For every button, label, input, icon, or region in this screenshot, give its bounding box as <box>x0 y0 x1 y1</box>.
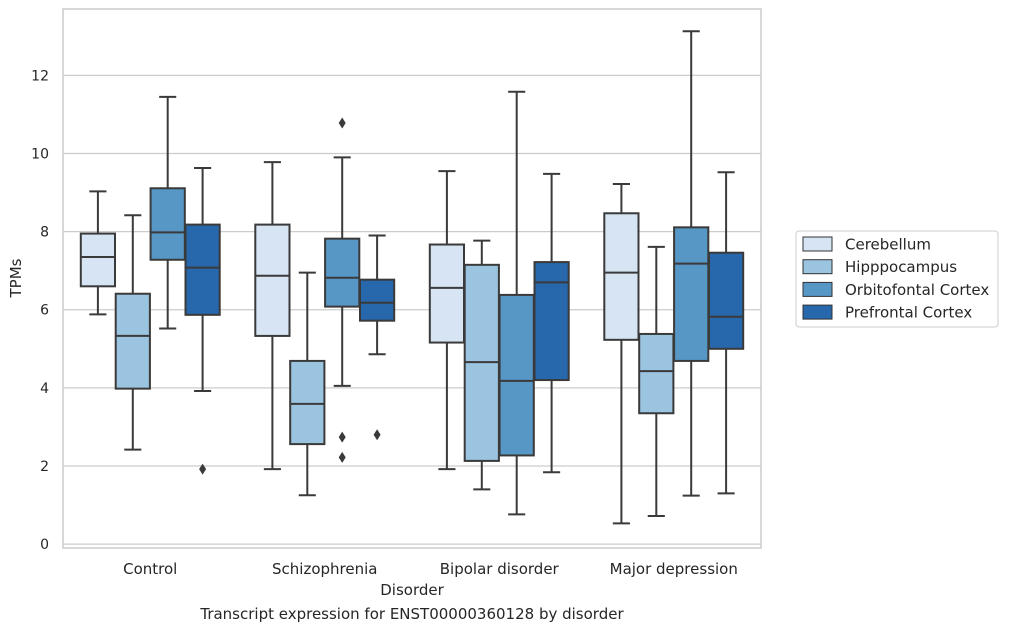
box-prefrontal-cortex <box>184 166 221 475</box>
box-prefrontal-cortex <box>358 234 396 441</box>
box-cerebellum <box>428 170 466 471</box>
x-tick-label: Schizophrenia <box>272 560 377 578</box>
y-tick-label: 2 <box>40 459 49 475</box>
outlier-point <box>338 431 346 443</box>
x-tick-label: Major depression <box>610 560 738 578</box>
y-tick-label: 4 <box>40 381 49 397</box>
y-tick-label: 0 <box>40 537 49 553</box>
box-prefrontal-cortex <box>533 172 570 474</box>
box-body <box>184 223 221 316</box>
legend-label: Cerebellum <box>845 236 931 254</box>
box-hipppocampus <box>114 214 151 451</box>
x-axis-label: Disorder <box>380 581 444 599</box>
box-body <box>638 332 675 415</box>
box-body <box>254 223 291 337</box>
box-orbitofontal-cortex <box>498 90 535 516</box>
legend-frame <box>795 230 999 328</box>
x-tick-label: Control <box>123 560 177 578</box>
box-body <box>149 187 186 261</box>
y-tick-label: 12 <box>31 68 49 84</box>
box-prefrontal-cortex <box>707 171 745 495</box>
box-body <box>289 359 326 446</box>
box-hipppocampus <box>463 239 500 491</box>
box-plot-series <box>79 30 745 525</box>
outlier-point <box>338 451 346 463</box>
box-orbitofontal-cortex <box>149 95 186 330</box>
box-body <box>358 278 396 322</box>
box-cerebellum <box>79 190 117 316</box>
y-tick-label: 10 <box>31 147 49 163</box>
x-tick-label: Bipolar disorder <box>440 560 560 578</box>
box-cerebellum <box>254 161 291 471</box>
y-tick-label: 6 <box>40 303 49 319</box>
outlier-point <box>373 429 381 441</box>
y-tick-label: 8 <box>40 225 49 241</box>
box-cerebellum <box>603 182 640 525</box>
box-body <box>673 226 710 362</box>
y-axis-ticks: 0 2 4 6 8 10 12 <box>31 68 49 553</box>
box-body <box>324 237 361 308</box>
legend-swatch <box>802 281 833 297</box>
legend: Cerebellum Hipppocampus Orbitofontal Corte… <box>795 230 999 328</box>
chart-caption: Transcript expression for ENST0000036012… <box>200 605 624 623</box>
box-orbitofontal-cortex <box>673 30 710 497</box>
x-axis-ticks: Control Schizophrenia Bipolar disorder Majo… <box>123 560 738 578</box>
box-body <box>533 261 570 382</box>
legend-swatch <box>802 259 833 275</box>
legend-label: Prefrontal Cortex <box>845 304 972 322</box>
box-body <box>79 232 117 288</box>
box-body <box>603 212 640 341</box>
box-body <box>707 251 745 350</box>
legend-swatch <box>802 236 833 252</box>
legend-label: Hipppocampus <box>845 258 957 276</box>
box-body <box>114 292 151 390</box>
legend-swatch <box>802 304 833 320</box>
y-axis-label: TPMs <box>7 258 25 298</box>
box-body <box>498 293 535 457</box>
outlier-point <box>199 463 207 475</box>
legend-label: Orbitofontal Cortex <box>845 281 989 299</box>
box-orbitofontal-cortex <box>324 117 361 463</box>
box-hipppocampus <box>289 271 326 497</box>
box-body <box>428 243 466 344</box>
box-hipppocampus <box>638 245 675 517</box>
plot-frame <box>62 8 762 549</box>
outlier-point <box>338 117 346 129</box>
